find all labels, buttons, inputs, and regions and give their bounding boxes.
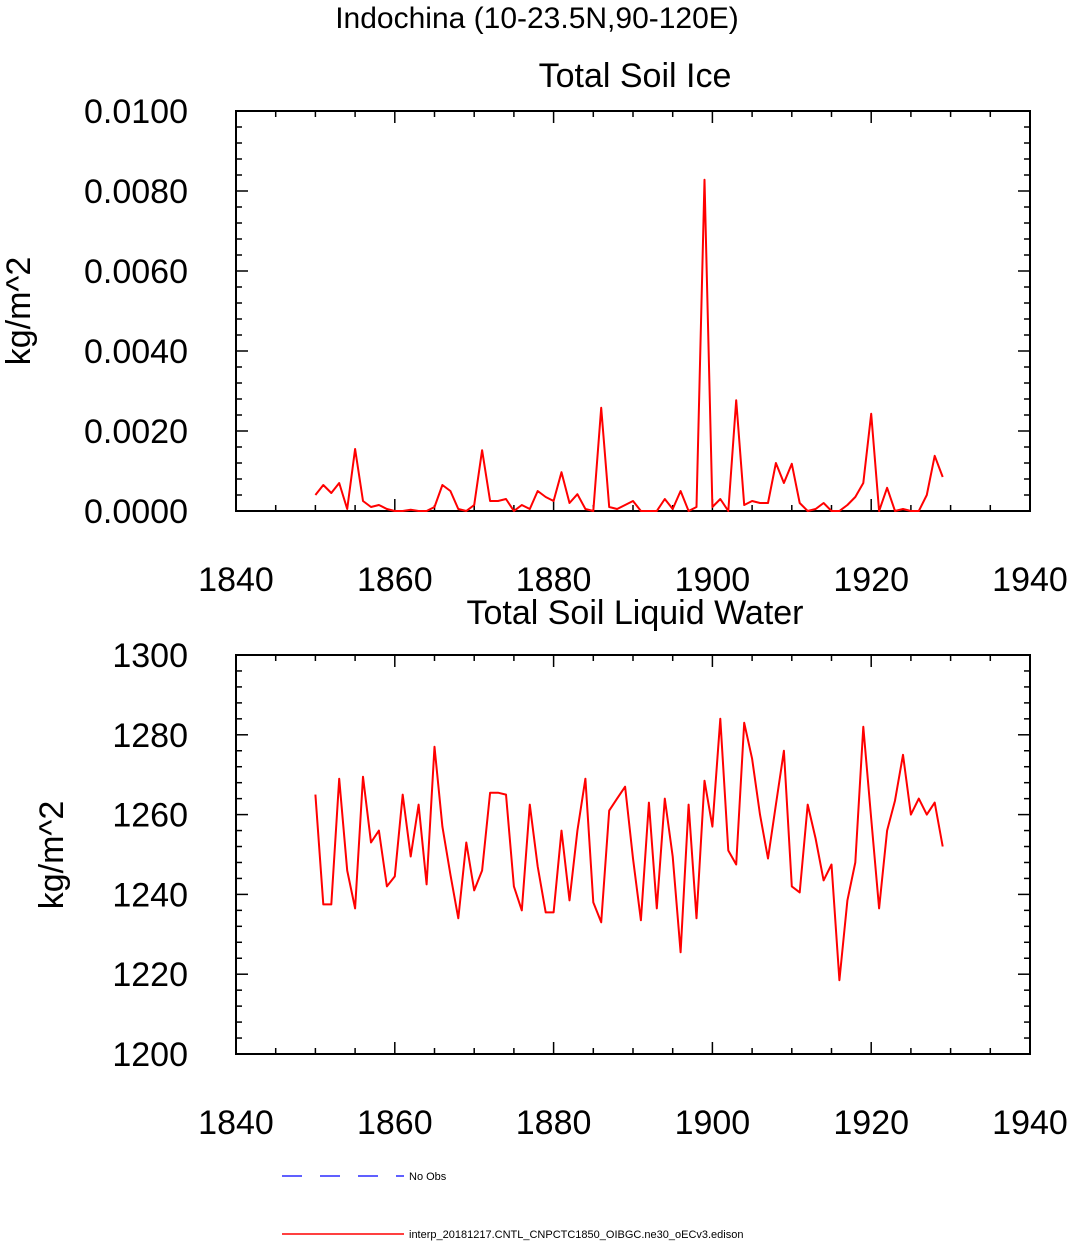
y-tick-label: 0.0020 <box>84 413 188 451</box>
y-tick-label: 1240 <box>112 876 188 914</box>
legend: No Obs interp_20181217.CNTL_CNPCTC1850_O… <box>282 1171 743 1241</box>
legend-label-no-obs: No Obs <box>409 1171 447 1183</box>
x-tick-label: 1900 <box>675 561 751 599</box>
x-tick-label: 1880 <box>516 561 592 599</box>
figure-suptitle: Indochina (10-23.5N,90-120E) <box>335 2 739 35</box>
y-tick-label: 1220 <box>112 956 188 994</box>
y-axis-label: kg/m^2 <box>0 257 38 366</box>
panel-total-soil-ice: Total Soil Ice kg/m^2 1840 1860 1880 1900 19… <box>0 57 1068 599</box>
x-tick-label: 1940 <box>992 561 1068 599</box>
x-tick-label: 1880 <box>516 1104 592 1142</box>
y-tick-label: 0.0040 <box>84 333 188 371</box>
x-tick-label: 1920 <box>833 561 909 599</box>
panel-title: Total Soil Ice <box>539 57 732 95</box>
y-tick-label: 0.0060 <box>84 253 188 291</box>
y-tick-label: 1200 <box>112 1036 188 1074</box>
x-tick-label: 1940 <box>992 1104 1068 1142</box>
series-line <box>314 717 944 982</box>
y-axis-label: kg/m^2 <box>33 801 71 910</box>
panel-total-soil-liquid-water: Total Soil Liquid Water kg/m^2 1840 1860 1… <box>33 594 1068 1142</box>
y-tick-label: 1300 <box>112 637 188 675</box>
legend-label-model: interp_20181217.CNTL_CNPCTC1850_OIBGC.ne… <box>409 1229 743 1241</box>
y-tick-label: 0.0100 <box>84 93 188 131</box>
x-tick-label: 1860 <box>357 1104 433 1142</box>
y-tick-label: 1260 <box>112 797 188 835</box>
y-tick-label: 1280 <box>112 717 188 755</box>
x-tick-label: 1920 <box>833 1104 909 1142</box>
y-tick-label: 0.0000 <box>84 493 188 531</box>
x-tick-label: 1860 <box>357 561 433 599</box>
series-line <box>314 178 944 512</box>
x-tick-label: 1900 <box>675 1104 751 1142</box>
x-tick-label: 1840 <box>198 561 274 599</box>
x-tick-label: 1840 <box>198 1104 274 1142</box>
panel-title: Total Soil Liquid Water <box>466 594 803 632</box>
y-tick-label: 0.0080 <box>84 173 188 211</box>
